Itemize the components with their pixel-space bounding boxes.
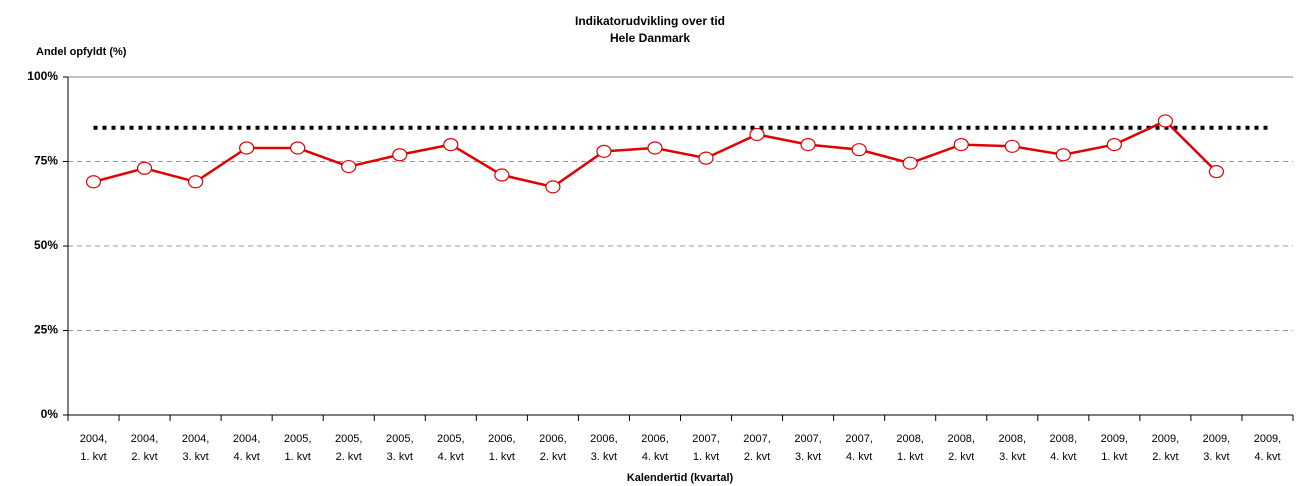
x-tick-label: 2007, 2. kvt [743,433,771,463]
y-tick-label: 0% [41,407,59,421]
data-point [902,156,918,170]
x-tick-label: 2005, 4. kvt [437,433,465,463]
data-point [392,148,408,162]
x-tick-label: 2008, 4. kvt [1050,433,1078,463]
data-point [136,161,153,175]
x-tick-label: 2006, 4. kvt [641,433,669,463]
y-tick-label: 25% [34,323,58,337]
x-tick-label: 2006, 1. kvt [488,433,516,463]
data-point [851,143,867,157]
x-tick-label: 2006, 3. kvt [590,433,618,463]
x-tick-label: 2005, 1. kvt [284,433,312,463]
y-axis-label: Andel opfyldt (%) [36,46,127,58]
x-tick-label: 2004, 3. kvt [182,433,210,463]
x-tick-label: 2005, 3. kvt [386,433,414,463]
data-point [290,141,306,155]
x-tick-label: 2009, 3. kvt [1203,433,1231,463]
data-point [596,144,612,158]
data-point [1157,114,1173,128]
x-tick-label: 2004, 2. kvt [131,433,159,463]
data-point [85,175,102,189]
data-point [341,159,357,174]
x-tick-label: 2006, 2. kvt [539,433,567,463]
x-tick-label: 2005, 2. kvt [335,433,363,463]
x-tick-label: 2007, 4. kvt [845,433,873,463]
x-tick-label: 2008, 1. kvt [896,433,924,463]
data-point [800,138,816,152]
data-point [239,141,255,155]
data-point [749,127,765,142]
data-point [443,138,459,152]
data-point [494,168,510,182]
y-tick-label: 100% [27,69,58,83]
data-point [1106,138,1122,152]
data-point [1055,148,1071,162]
data-point [647,141,663,155]
data-point [1208,165,1225,179]
x-tick-label: 2004, 4. kvt [233,433,261,463]
data-point [953,138,969,152]
data-point [698,151,714,165]
data-point [545,180,561,194]
x-tick-label: 2007, 1. kvt [692,433,720,463]
x-tick-label: 2008, 3. kvt [999,433,1027,463]
x-tick-label: 2004, 1. kvt [80,433,108,463]
data-point [188,175,204,189]
x-axis-label: Kalendertid (kvartal) [627,472,734,484]
x-tick-label: 2009, 4. kvt [1254,433,1282,463]
x-tick-label: 2009, 2. kvt [1152,433,1180,463]
x-tick-label: 2009, 1. kvt [1101,433,1129,463]
y-tick-label: 75% [34,154,58,168]
data-point [1004,139,1020,153]
x-tick-label: 2007, 3. kvt [794,433,822,463]
y-tick-label: 50% [34,238,58,252]
chart-title: Indikatorudvikling over tid [575,14,725,28]
x-tick-label: 2008, 2. kvt [947,433,975,463]
chart-subtitle: Hele Danmark [610,31,690,45]
